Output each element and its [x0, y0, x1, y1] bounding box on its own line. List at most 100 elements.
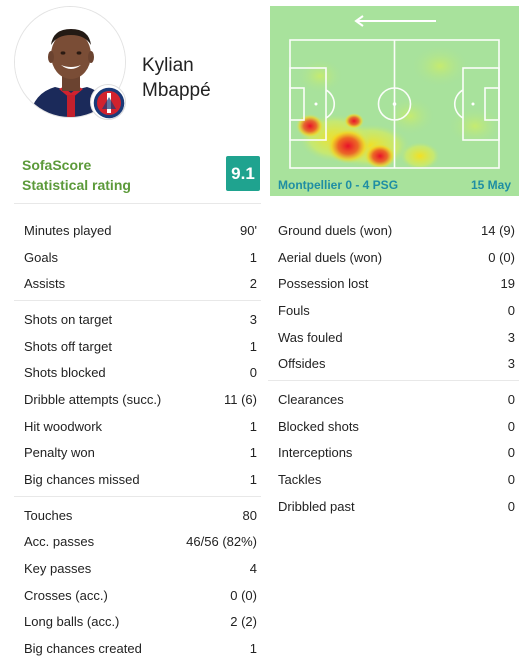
- stat-value: 1: [249, 472, 257, 488]
- stat-row: Tackles 0: [268, 466, 519, 493]
- stat-label: Minutes played: [24, 222, 112, 238]
- stat-value: 0: [507, 472, 515, 488]
- stat-row: Aerial duels (won) 0 (0): [268, 244, 519, 271]
- stat-label: Fouls: [278, 302, 310, 318]
- stat-label: Penalty won: [24, 445, 95, 461]
- stat-label: Touches: [24, 507, 73, 523]
- stats-column-left: Minutes played 90' Goals 1 Assists 2 Shots on …: [14, 217, 261, 665]
- stat-row: Touches 80: [14, 502, 261, 529]
- stat-label: Possession lost: [278, 276, 369, 292]
- stat-row: Penalty won 1: [14, 440, 261, 467]
- stat-row: Minutes played 90': [14, 217, 261, 244]
- stat-row: Possession lost 19: [268, 270, 519, 297]
- heatmap[interactable]: Montpellier 0 - 4 PSG 15 May: [270, 6, 519, 196]
- stat-value: 0: [249, 365, 257, 381]
- player-first-name: Kylian: [142, 55, 194, 76]
- stat-label: Blocked shots: [278, 418, 359, 434]
- stat-row: Interceptions 0: [268, 440, 519, 467]
- rating-label-text: Statistical rating: [22, 177, 131, 193]
- stat-value: 1: [249, 641, 257, 657]
- stat-row: Shots off target 1: [14, 333, 261, 360]
- stat-label: Crosses (acc.): [24, 587, 108, 603]
- stat-row: Blocked shots 0: [268, 413, 519, 440]
- rating-badge: 9.1: [226, 156, 260, 191]
- match-caption[interactable]: Montpellier 0 - 4 PSG: [278, 178, 399, 192]
- stat-value: 1: [249, 249, 257, 265]
- stat-row: Fouls 0: [268, 297, 519, 324]
- stat-label: Clearances: [278, 391, 344, 407]
- player-photo: [14, 6, 126, 118]
- stat-value: 0: [507, 445, 515, 461]
- stat-row: Key passes 4: [14, 555, 261, 582]
- player-portrait-icon: [15, 7, 125, 117]
- stat-row: Crosses (acc.) 0 (0): [14, 582, 261, 609]
- stat-row: Shots blocked 0: [14, 359, 261, 386]
- stat-label: Tackles: [278, 472, 322, 488]
- stat-row: Assists 2: [14, 270, 261, 297]
- stat-row: Offsides 3: [268, 350, 519, 377]
- arrow-left-icon: [354, 15, 436, 27]
- stats-column-right: Ground duels (won) 14 (9) Aerial duels (wo…: [268, 217, 519, 528]
- stat-label: Big chances missed: [24, 472, 140, 488]
- rating-label: SofaScore Statistical rating: [22, 155, 202, 195]
- rating-label-brand: SofaScore: [22, 157, 92, 173]
- stat-row: Big chances created 1: [14, 635, 261, 662]
- stat-group: Minutes played 90' Goals 1 Assists 2: [14, 217, 261, 302]
- stat-group: Touches 80 Acc. passes 46/56 (82%) Key passe…: [14, 502, 261, 665]
- player-last-name: Mbappé: [142, 80, 211, 101]
- stat-value: 1: [249, 418, 257, 434]
- stat-value: 19: [500, 276, 515, 292]
- stat-label: Hit woodwork: [24, 418, 103, 434]
- stat-group: Ground duels (won) 14 (9) Aerial duels (wo…: [268, 217, 519, 382]
- stat-row: Goals 1: [14, 244, 261, 271]
- stat-value: 90': [240, 222, 257, 238]
- stat-value: 2: [249, 276, 257, 292]
- stat-value: 0: [507, 391, 515, 407]
- stat-value: 3: [507, 329, 515, 345]
- stat-group: Shots on target 3 Shots off target 1 Shots b…: [14, 306, 261, 497]
- player-name: Kylian Mbappé: [142, 53, 262, 103]
- match-date: 15 May: [470, 178, 511, 192]
- stat-label: Was fouled: [278, 329, 343, 345]
- stat-row: Acc. passes 46/56 (82%): [14, 529, 261, 556]
- stat-value: 2 (2): [230, 614, 257, 630]
- stat-label: Dribbled past: [278, 498, 355, 514]
- heatmap-pitch: [289, 15, 503, 170]
- stat-value: 0: [507, 302, 515, 318]
- stat-label: Big chances created: [24, 641, 142, 657]
- stat-label: Assists: [24, 276, 66, 292]
- stat-label: Shots blocked: [24, 365, 106, 381]
- stat-row: Long balls (acc.) 2 (2): [14, 609, 261, 636]
- stat-value: 0 (0): [230, 587, 257, 603]
- stat-value: 11 (6): [224, 391, 257, 407]
- psg-crest-icon: [92, 86, 125, 119]
- stat-label: Dribble attempts (succ.): [24, 391, 162, 407]
- stat-row: Ground duels (won) 14 (9): [268, 217, 519, 244]
- stat-row: Hit woodwork 1: [14, 413, 261, 440]
- stat-label: Aerial duels (won): [278, 249, 383, 265]
- stat-row: Dribble attempts (succ.) 11 (6): [14, 386, 261, 413]
- stat-label: Shots off target: [24, 338, 112, 354]
- stat-value: 1: [249, 445, 257, 461]
- stat-value: 3: [249, 311, 257, 327]
- stat-value: 1: [249, 338, 257, 354]
- stat-label: Key passes: [24, 561, 92, 577]
- stat-row: Big chances missed 1: [14, 466, 261, 493]
- header-divider: [14, 203, 261, 204]
- stat-row: Clearances 0: [268, 386, 519, 413]
- stat-row: Shots on target 3: [14, 306, 261, 333]
- stat-row: Was fouled 3: [268, 324, 519, 351]
- stat-value: 0: [507, 498, 515, 514]
- stat-label: Acc. passes: [24, 534, 95, 550]
- stat-label: Shots on target: [24, 311, 113, 327]
- stat-value: 4: [249, 561, 257, 577]
- stat-value: 0: [507, 418, 515, 434]
- stat-value: 0 (0): [488, 249, 515, 265]
- stat-value: 14 (9): [481, 222, 515, 238]
- stat-label: Ground duels (won): [278, 222, 393, 238]
- stat-row: Dribbled past 0: [268, 493, 519, 520]
- stat-label: Interceptions: [278, 445, 353, 461]
- club-badge[interactable]: [90, 84, 126, 120]
- stat-group: Clearances 0 Blocked shots 0 Interceptions 0 T…: [268, 386, 519, 522]
- stat-value: 3: [507, 356, 515, 372]
